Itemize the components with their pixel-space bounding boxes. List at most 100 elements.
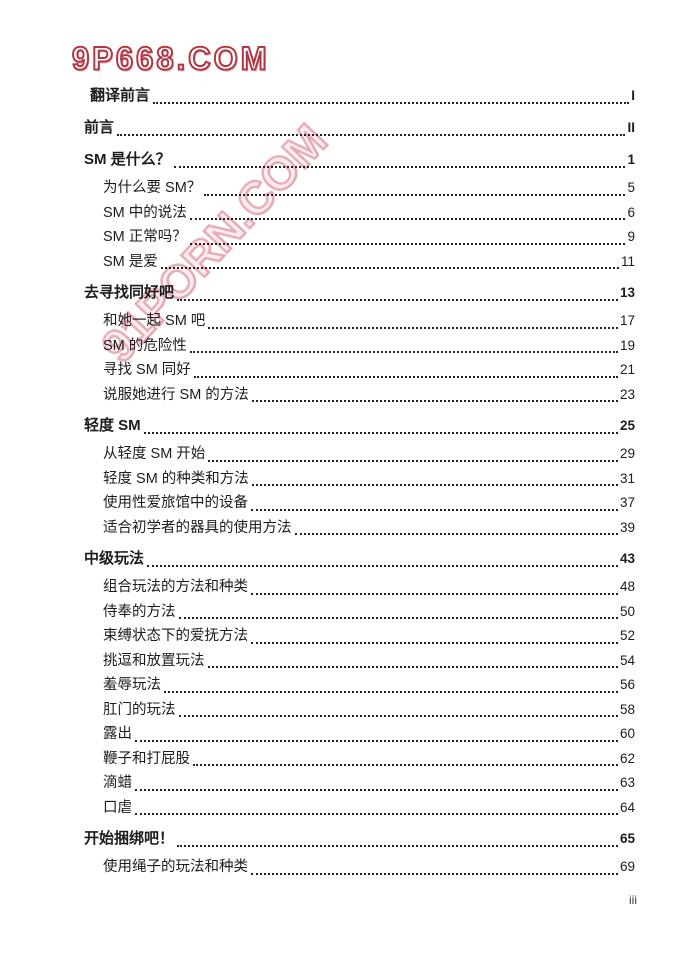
toc-entry[interactable]: 侍奉的方法 50 [84, 600, 635, 625]
toc-entry-title: 从轻度 SM 开始 [103, 446, 206, 462]
toc-entry-title: 中级玩法 [84, 550, 145, 567]
toc-entry[interactable]: 和她一起 SM 吧 17 [84, 309, 635, 334]
page-number-folio: iii [629, 893, 637, 907]
toc-entry-title: 寻找 SM 同好 [103, 362, 191, 378]
toc-entry-page: 62 [619, 750, 635, 766]
toc-entry-title: 翻译前言 [90, 87, 151, 104]
toc-entry[interactable]: 束缚状态下的爱抚方法 52 [84, 624, 635, 649]
toc-entry-title: 肛门的玩法 [103, 701, 176, 718]
toc-entry[interactable]: 滴蜡 63 [84, 771, 635, 796]
dot-leader [153, 102, 630, 104]
toc-entry-title: 组合玩法的方法和种类 [103, 579, 248, 595]
toc-entry-page: 21 [619, 362, 635, 377]
toc-entry-title: 束缚状态下的爱抚方法 [103, 628, 248, 644]
toc-entry-page: 1 [627, 152, 635, 167]
toc-entry-page: 65 [619, 831, 635, 846]
toc-entry-title: 羞辱玩法 [103, 677, 161, 693]
toc-entry[interactable]: 去寻找同好吧 13 [84, 280, 635, 306]
toc-entry[interactable]: 使用绳子的玩法和种类 69 [84, 855, 635, 880]
toc-entry-page: 56 [619, 677, 635, 692]
toc-entry[interactable]: SM 是爱 11 [84, 250, 635, 275]
toc-entry[interactable]: 中级玩法 43 [84, 546, 635, 572]
toc-entry-page: 43 [619, 551, 635, 566]
toc-entry-page: 31 [619, 470, 635, 486]
toc-entry[interactable]: 组合玩法的方法和种类 48 [84, 575, 635, 600]
dot-leader [160, 267, 619, 269]
site-logo-text: 9P668.COM [71, 39, 270, 78]
toc-entry-title: 鞭子和打屁股 [103, 750, 190, 767]
toc-entry-page: 69 [619, 859, 635, 874]
toc-entry-page: 5 [627, 180, 635, 195]
toc-entry[interactable]: 轻度 SM 的种类和方法 31 [84, 467, 635, 492]
toc-entry-page: 60 [619, 726, 635, 741]
dot-leader [177, 299, 618, 301]
dot-leader [135, 788, 618, 791]
toc-entry[interactable]: 为什么要 SM？ 5 [84, 176, 635, 201]
toc-entry[interactable]: 说服她进行 SM 的方法 23 [84, 383, 635, 408]
toc-entry-page: 58 [619, 701, 635, 717]
dot-leader [173, 166, 626, 168]
toc-entry[interactable]: 使用性爱旅馆中的设备 37 [84, 491, 635, 516]
toc-entry[interactable]: SM 中的说法 6 [84, 201, 635, 226]
toc-entry-title: SM 正常吗？ [103, 229, 187, 245]
toc-entry-page: 11 [620, 253, 635, 269]
toc-entry-page: 17 [619, 313, 635, 328]
toc-entry[interactable]: 从轻度 SM 开始 29 [84, 442, 635, 467]
toc-entry-page: 64 [619, 799, 635, 815]
toc-entry-title: 口虐 [103, 799, 132, 816]
toc-entry[interactable]: SM 是什么？ 1 [84, 147, 635, 173]
toc-entry[interactable]: 肛门的玩法 58 [84, 698, 635, 723]
toc-entry[interactable]: 羞辱玩法 56 [84, 673, 635, 698]
dot-leader [208, 459, 618, 462]
toc-entry[interactable]: 开始捆绑吧！ 65 [84, 826, 635, 852]
toc-entry[interactable]: 鞭子和打屁股 62 [84, 747, 635, 772]
toc-entry-title: 说服她进行 SM 的方法 [103, 386, 249, 403]
toc-entry[interactable]: SM 正常吗？ 9 [84, 225, 635, 250]
toc-entry-page: 39 [619, 519, 635, 535]
toc-entry-page: 50 [619, 603, 635, 619]
toc-entry-title: 轻度 SM [84, 417, 141, 434]
toc-entry-title: 适合初学者的器具的使用方法 [103, 519, 292, 536]
toc-entry-page: 9 [627, 229, 635, 244]
dot-leader [208, 326, 618, 329]
toc-entry-page: 6 [627, 204, 635, 220]
dot-leader [189, 242, 626, 245]
dot-leader [294, 533, 618, 535]
toc-entry[interactable]: 前言 II [84, 115, 635, 141]
toc-entry-page: 48 [619, 579, 635, 594]
toc-entry-page: 63 [619, 775, 635, 790]
dot-leader [117, 134, 626, 136]
toc-entry-title: 为什么要 SM？ [103, 180, 202, 196]
toc-list: 翻译前言 I 前言 II SM 是什么？ 1 为什么要 SM？ 5 SM 中的说… [84, 83, 635, 880]
toc-entry-page: II [627, 120, 635, 135]
toc-entry-title: 露出 [103, 726, 132, 742]
toc-entry[interactable]: 翻译前言 I [84, 83, 635, 109]
dot-leader [251, 592, 618, 595]
toc-entry[interactable]: SM 的危险性 19 [84, 334, 635, 359]
dot-leader [251, 641, 618, 644]
toc-entry-page: 25 [619, 418, 635, 433]
toc-entry-page: 13 [619, 285, 635, 300]
toc-entry-page: 29 [619, 446, 635, 461]
dot-leader [251, 872, 618, 875]
toc-entry-title: 侍奉的方法 [103, 603, 176, 620]
toc-entry-page: 54 [619, 652, 635, 668]
toc-entry[interactable]: 露出 60 [84, 722, 635, 747]
toc-entry-title: SM 是爱 [103, 253, 158, 270]
toc-entry-title: 挑逗和放置玩法 [103, 652, 205, 669]
dot-leader [143, 432, 618, 434]
toc-entry[interactable]: 轻度 SM 25 [84, 413, 635, 439]
dot-leader [193, 375, 618, 378]
toc-entry-title: 使用性爱旅馆中的设备 [103, 495, 248, 511]
toc-entry-title: 去寻找同好吧 [84, 284, 175, 301]
toc-entry-title: 前言 [84, 119, 115, 136]
toc-entry[interactable]: 适合初学者的器具的使用方法 39 [84, 516, 635, 541]
dot-leader [177, 845, 618, 847]
toc-entry[interactable]: 挑逗和放置玩法 54 [84, 649, 635, 674]
toc-entry[interactable]: 口虐 64 [84, 796, 635, 821]
toc-entry-title: 开始捆绑吧！ [84, 830, 175, 847]
toc-entry-title: 滴蜡 [103, 775, 132, 791]
dot-leader [251, 484, 618, 486]
toc-entry[interactable]: 寻找 SM 同好 21 [84, 358, 635, 383]
